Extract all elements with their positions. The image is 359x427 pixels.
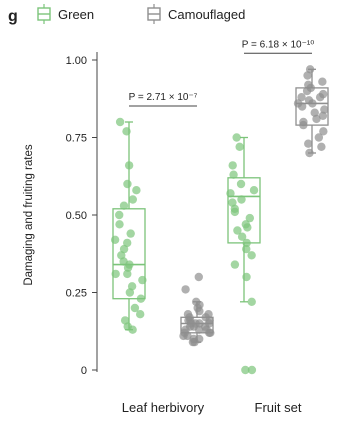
- data-point: [132, 186, 141, 195]
- data-point: [125, 288, 135, 297]
- legend-swatch-icon: [147, 4, 161, 24]
- y-tick-label: 0.75: [66, 133, 87, 145]
- data-point: [243, 223, 252, 232]
- plot-area: [110, 65, 329, 375]
- data-point: [230, 207, 240, 217]
- annotations: P = 2.71 × 10⁻⁷ P = 6.18 × 10⁻¹⁰: [129, 39, 315, 107]
- data-point: [194, 272, 203, 282]
- data-point: [122, 127, 131, 136]
- data-point: [181, 285, 190, 294]
- data-point: [249, 186, 259, 195]
- data-point: [314, 133, 324, 142]
- data-point: [242, 238, 251, 248]
- data-point: [189, 322, 199, 331]
- legend: Green Camouflaged: [37, 4, 245, 24]
- panel-label: g: [8, 8, 18, 25]
- data-point: [195, 306, 204, 316]
- legend-label: Camouflaged: [168, 7, 245, 22]
- data-point: [115, 117, 125, 127]
- data-point: [247, 297, 256, 306]
- data-point: [293, 99, 303, 108]
- data-point: [237, 232, 247, 241]
- data-point: [247, 365, 257, 375]
- data-point: [235, 142, 244, 151]
- data-point: [308, 99, 317, 108]
- data-point: [226, 189, 235, 198]
- data-point: [312, 114, 321, 124]
- data-point: [247, 251, 256, 260]
- data-point: [318, 77, 327, 86]
- data-point: [115, 220, 124, 229]
- data-point: [130, 303, 140, 313]
- x-category-label: Fruit set: [255, 400, 302, 415]
- legend-swatch-icon: [37, 4, 51, 24]
- data-point: [138, 275, 147, 285]
- data-point: [123, 238, 132, 248]
- data-point: [206, 328, 215, 337]
- data-point: [245, 213, 255, 223]
- data-point: [123, 269, 132, 279]
- data-point: [123, 263, 133, 272]
- data-point: [242, 272, 251, 282]
- data-point: [242, 244, 251, 254]
- p-value-label: P = 6.18 × 10⁻¹⁰: [242, 39, 315, 50]
- data-point: [111, 269, 120, 279]
- data-point: [119, 201, 129, 210]
- box-plot-group: [110, 117, 147, 334]
- box-body: [112, 208, 146, 300]
- data-point: [315, 93, 325, 102]
- data-point: [237, 195, 246, 204]
- data-point: [190, 337, 199, 347]
- data-point: [126, 229, 135, 238]
- data-point: [179, 331, 188, 341]
- y-tick-label: 1.00: [66, 55, 87, 67]
- y-tick-label: 0.25: [66, 288, 87, 300]
- data-point: [305, 148, 314, 158]
- data-point: [128, 325, 137, 334]
- data-point: [110, 235, 120, 244]
- box-plot-group: [179, 272, 215, 347]
- data-point: [317, 142, 326, 151]
- data-point: [186, 316, 195, 325]
- data-point: [297, 93, 306, 102]
- box-plot-group: [293, 65, 329, 158]
- data-point: [136, 294, 146, 303]
- data-point: [124, 161, 134, 170]
- y-tick-label: 0: [81, 365, 87, 377]
- data-point: [302, 86, 312, 96]
- data-point: [241, 365, 250, 375]
- data-point: [319, 127, 328, 136]
- data-point: [115, 210, 124, 220]
- x-category-label: Leaf herbivory: [122, 400, 205, 415]
- y-axis-title: Damaging and fruiting rates: [23, 144, 35, 286]
- p-value-label: P = 2.71 × 10⁻⁷: [129, 92, 198, 103]
- data-point: [123, 179, 132, 189]
- legend-label: Green: [58, 7, 94, 22]
- data-point: [233, 226, 242, 235]
- data-point: [228, 161, 237, 170]
- data-point: [232, 133, 241, 142]
- data-point: [318, 111, 328, 121]
- data-point: [135, 310, 145, 319]
- data-point: [303, 71, 312, 80]
- data-point: [236, 179, 246, 189]
- data-point: [230, 260, 240, 269]
- data-point: [229, 170, 238, 179]
- axes: 0 0.25 0.50 0.75 1.00 Damaging and fruiting r…: [23, 52, 302, 415]
- data-point: [299, 120, 308, 130]
- data-point: [304, 139, 313, 148]
- y-tick-label: 0.50: [66, 210, 87, 222]
- box-plot-group: [226, 133, 261, 375]
- data-point: [128, 195, 137, 204]
